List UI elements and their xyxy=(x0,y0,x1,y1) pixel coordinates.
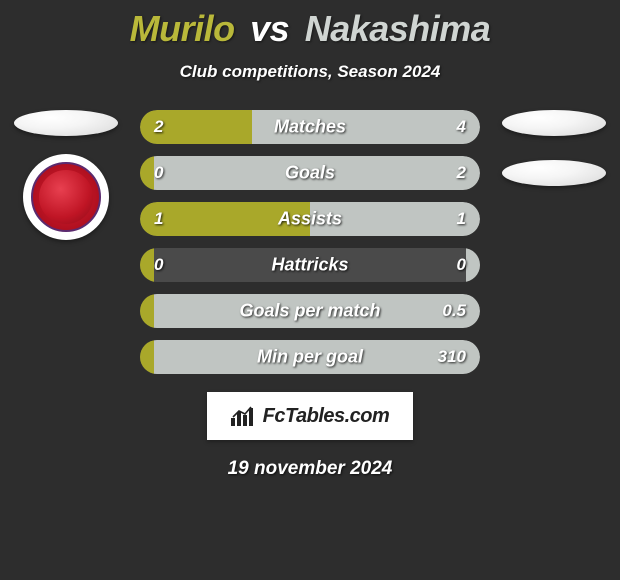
bar-label: Goals per match xyxy=(140,301,480,322)
date-text: 19 november 2024 xyxy=(0,458,620,480)
right-column xyxy=(498,110,610,374)
stat-bar: Min per goal310 xyxy=(140,340,480,374)
bar-value-right: 310 xyxy=(438,347,466,367)
stat-bar: Goals per match0.5 xyxy=(140,294,480,328)
kyoto-sanga-crest-icon xyxy=(31,162,101,232)
subtitle: Club competitions, Season 2024 xyxy=(0,62,620,82)
bar-value-left: 1 xyxy=(154,209,163,229)
bar-value-left: 2 xyxy=(154,117,163,137)
bar-value-right: 0.5 xyxy=(442,301,466,321)
brand-text: FcTables.com xyxy=(263,405,390,428)
title-player2: Nakashima xyxy=(305,8,491,49)
stat-bar: Goals0 2 xyxy=(140,156,480,190)
bar-value-right: 0 xyxy=(457,255,466,275)
main-row: Matches24Goals02Assists11Hattricks00Goal… xyxy=(0,110,620,374)
stat-bars: Matches24Goals02Assists11Hattricks00Goal… xyxy=(140,110,480,374)
comparison-card: Murilo vs Nakashima Club competitions, S… xyxy=(0,0,620,480)
bar-label: Min per goal xyxy=(140,347,480,368)
stat-bar: Assists1 1 xyxy=(140,202,480,236)
left-column xyxy=(10,110,122,374)
bar-value-right: 4 xyxy=(457,117,466,137)
player2-placeholder-ellipse-2 xyxy=(502,160,606,186)
bar-value-right: 1 xyxy=(457,209,466,229)
bar-value-right: 2 xyxy=(457,163,466,183)
player1-club-badge xyxy=(23,154,109,240)
brand-badge: FcTables.com xyxy=(207,392,413,440)
stat-bar: Hattricks0 0 xyxy=(140,248,480,282)
bar-label: Assists xyxy=(140,209,480,230)
player2-placeholder-ellipse-1 xyxy=(502,110,606,136)
fctables-logo-icon xyxy=(231,406,257,426)
bar-value-left: 0 xyxy=(154,163,163,183)
page-title: Murilo vs Nakashima xyxy=(0,8,620,50)
player1-placeholder-ellipse xyxy=(14,110,118,136)
bar-label: Goals xyxy=(140,163,480,184)
bar-label: Hattricks xyxy=(140,255,480,276)
bar-value-left: 0 xyxy=(154,255,163,275)
bar-label: Matches xyxy=(140,117,480,138)
stat-bar: Matches2 4 xyxy=(140,110,480,144)
title-player1: Murilo xyxy=(130,8,235,49)
title-vs: vs xyxy=(250,8,289,49)
